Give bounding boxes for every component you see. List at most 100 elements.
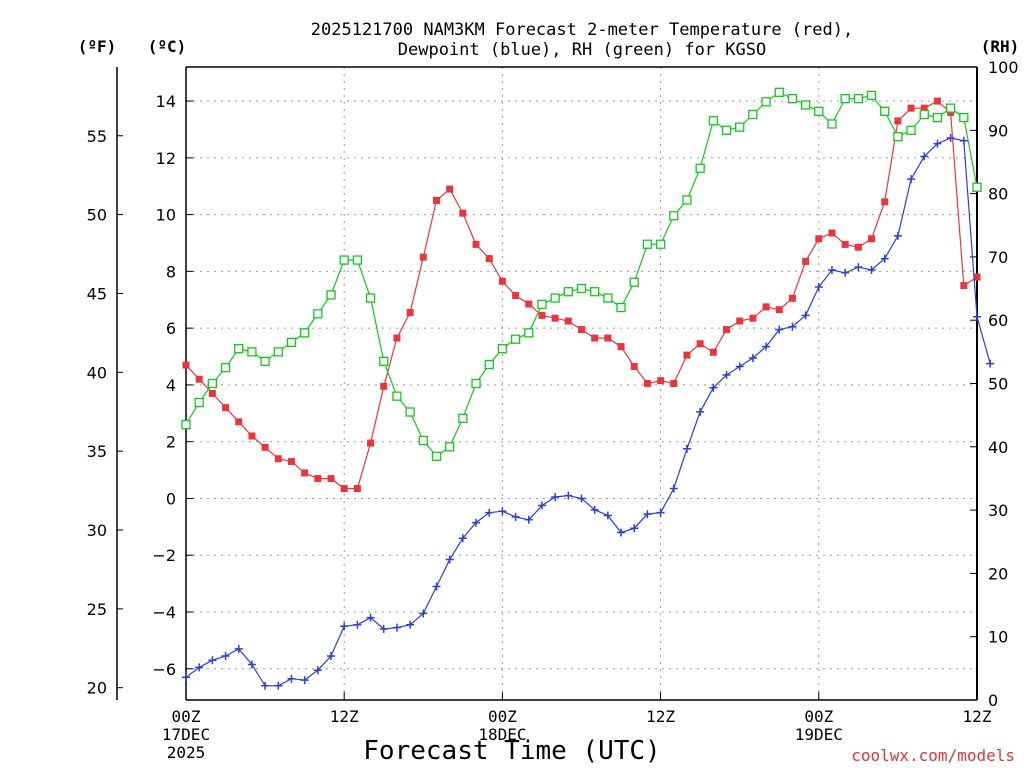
data-point [393,334,401,342]
data-point [458,413,468,423]
data-point [234,344,244,354]
series-line-temperature [185,100,978,490]
data-point [920,152,929,161]
data-point [800,100,811,110]
data-point [577,494,586,503]
data-point [868,235,876,243]
data-point [326,290,336,300]
data-point [708,116,718,126]
data-point [261,443,269,451]
data-point [787,94,798,104]
rh-tick-label: 70 [988,248,1008,267]
x-tick-label: 12Z [963,707,992,726]
celsius-tick-label: 10 [156,206,176,225]
fahrenheit-tick-label: 35 [87,442,107,461]
data-point [736,317,744,325]
x-tick-label: 12Z [646,707,675,726]
fahrenheit-tick-label: 20 [87,679,107,698]
data-point [959,136,968,145]
data-point [459,209,467,217]
data-point [299,328,310,338]
data-point [550,293,560,303]
data-point [195,375,203,383]
data-point [208,656,217,665]
celsius-tick-label: 6 [166,319,176,338]
data-point [894,117,902,125]
fahrenheit-tick-label: 45 [87,284,107,303]
fahrenheit-tick-label: 25 [87,600,107,619]
x-tick-label: 00Z [172,707,201,726]
data-point [933,139,942,148]
data-point [327,475,335,483]
data-point [497,344,508,354]
data-point [932,112,943,123]
data-point [564,491,573,500]
data-point [327,652,336,661]
data-point [458,534,467,543]
x-tick-label: 17DEC [162,725,210,744]
data-point [352,255,363,265]
data-point [630,524,639,533]
celsius-tick-label: 8 [166,262,176,281]
data-point [353,485,361,493]
data-point [854,243,862,251]
data-point [431,451,442,461]
data-point [880,254,889,263]
rh-tick-label: 60 [988,311,1008,330]
data-point [222,404,230,412]
data-point [920,104,928,112]
data-point [669,211,679,221]
data-point [182,361,190,369]
data-point [498,507,507,516]
data-point [828,229,836,237]
data-point [406,309,414,317]
data-point [353,620,362,629]
data-point [973,312,981,321]
data-point [761,97,771,107]
data-point [194,397,204,408]
data-point [827,119,837,129]
data-point [788,322,797,331]
data-point [365,293,376,303]
data-point [841,240,849,248]
data-point [220,363,231,373]
data-point [723,326,731,334]
data-point [682,444,691,453]
rh-tick-label: 30 [988,501,1008,520]
fahrenheit-tick-label: 30 [87,521,107,540]
credit-text: coolwx.com/models [851,746,1015,765]
x-axis-label: Forecast Time (UTC) [363,736,660,766]
data-point [313,666,322,675]
fahrenheit-unit-label: (ºF) [78,37,117,56]
data-point [840,94,850,104]
data-point [405,407,415,417]
data-point [247,660,256,669]
data-point [762,342,771,351]
data-point [472,240,480,248]
x-tick-label: 19DEC [795,725,843,744]
title-line-1: 2025121700 NAM3KM Forecast 2-meter Tempe… [311,20,853,40]
data-point [366,613,375,622]
data-point [195,663,204,672]
data-point [274,681,283,690]
data-point [286,337,297,348]
data-point [564,317,572,325]
axes: 20 25 30 35 40 45 50 55 −6 −4 −2 0 2 4 6 8 10 12 14 0 10 20 30… [87,58,1019,710]
data-point [630,362,638,370]
data-point [748,109,758,120]
data-point [181,419,191,430]
data-point [643,510,652,519]
celsius-tick-label: 12 [156,149,176,168]
data-point [945,103,956,113]
data-point [590,505,599,514]
data-point [525,300,533,308]
data-point [445,442,455,452]
data-point [234,644,243,653]
data-point [300,676,309,685]
data-point [933,97,941,105]
celsius-tick-label: 14 [156,92,176,111]
data-point [207,378,218,389]
data-point [972,182,982,192]
data-point [512,292,520,300]
